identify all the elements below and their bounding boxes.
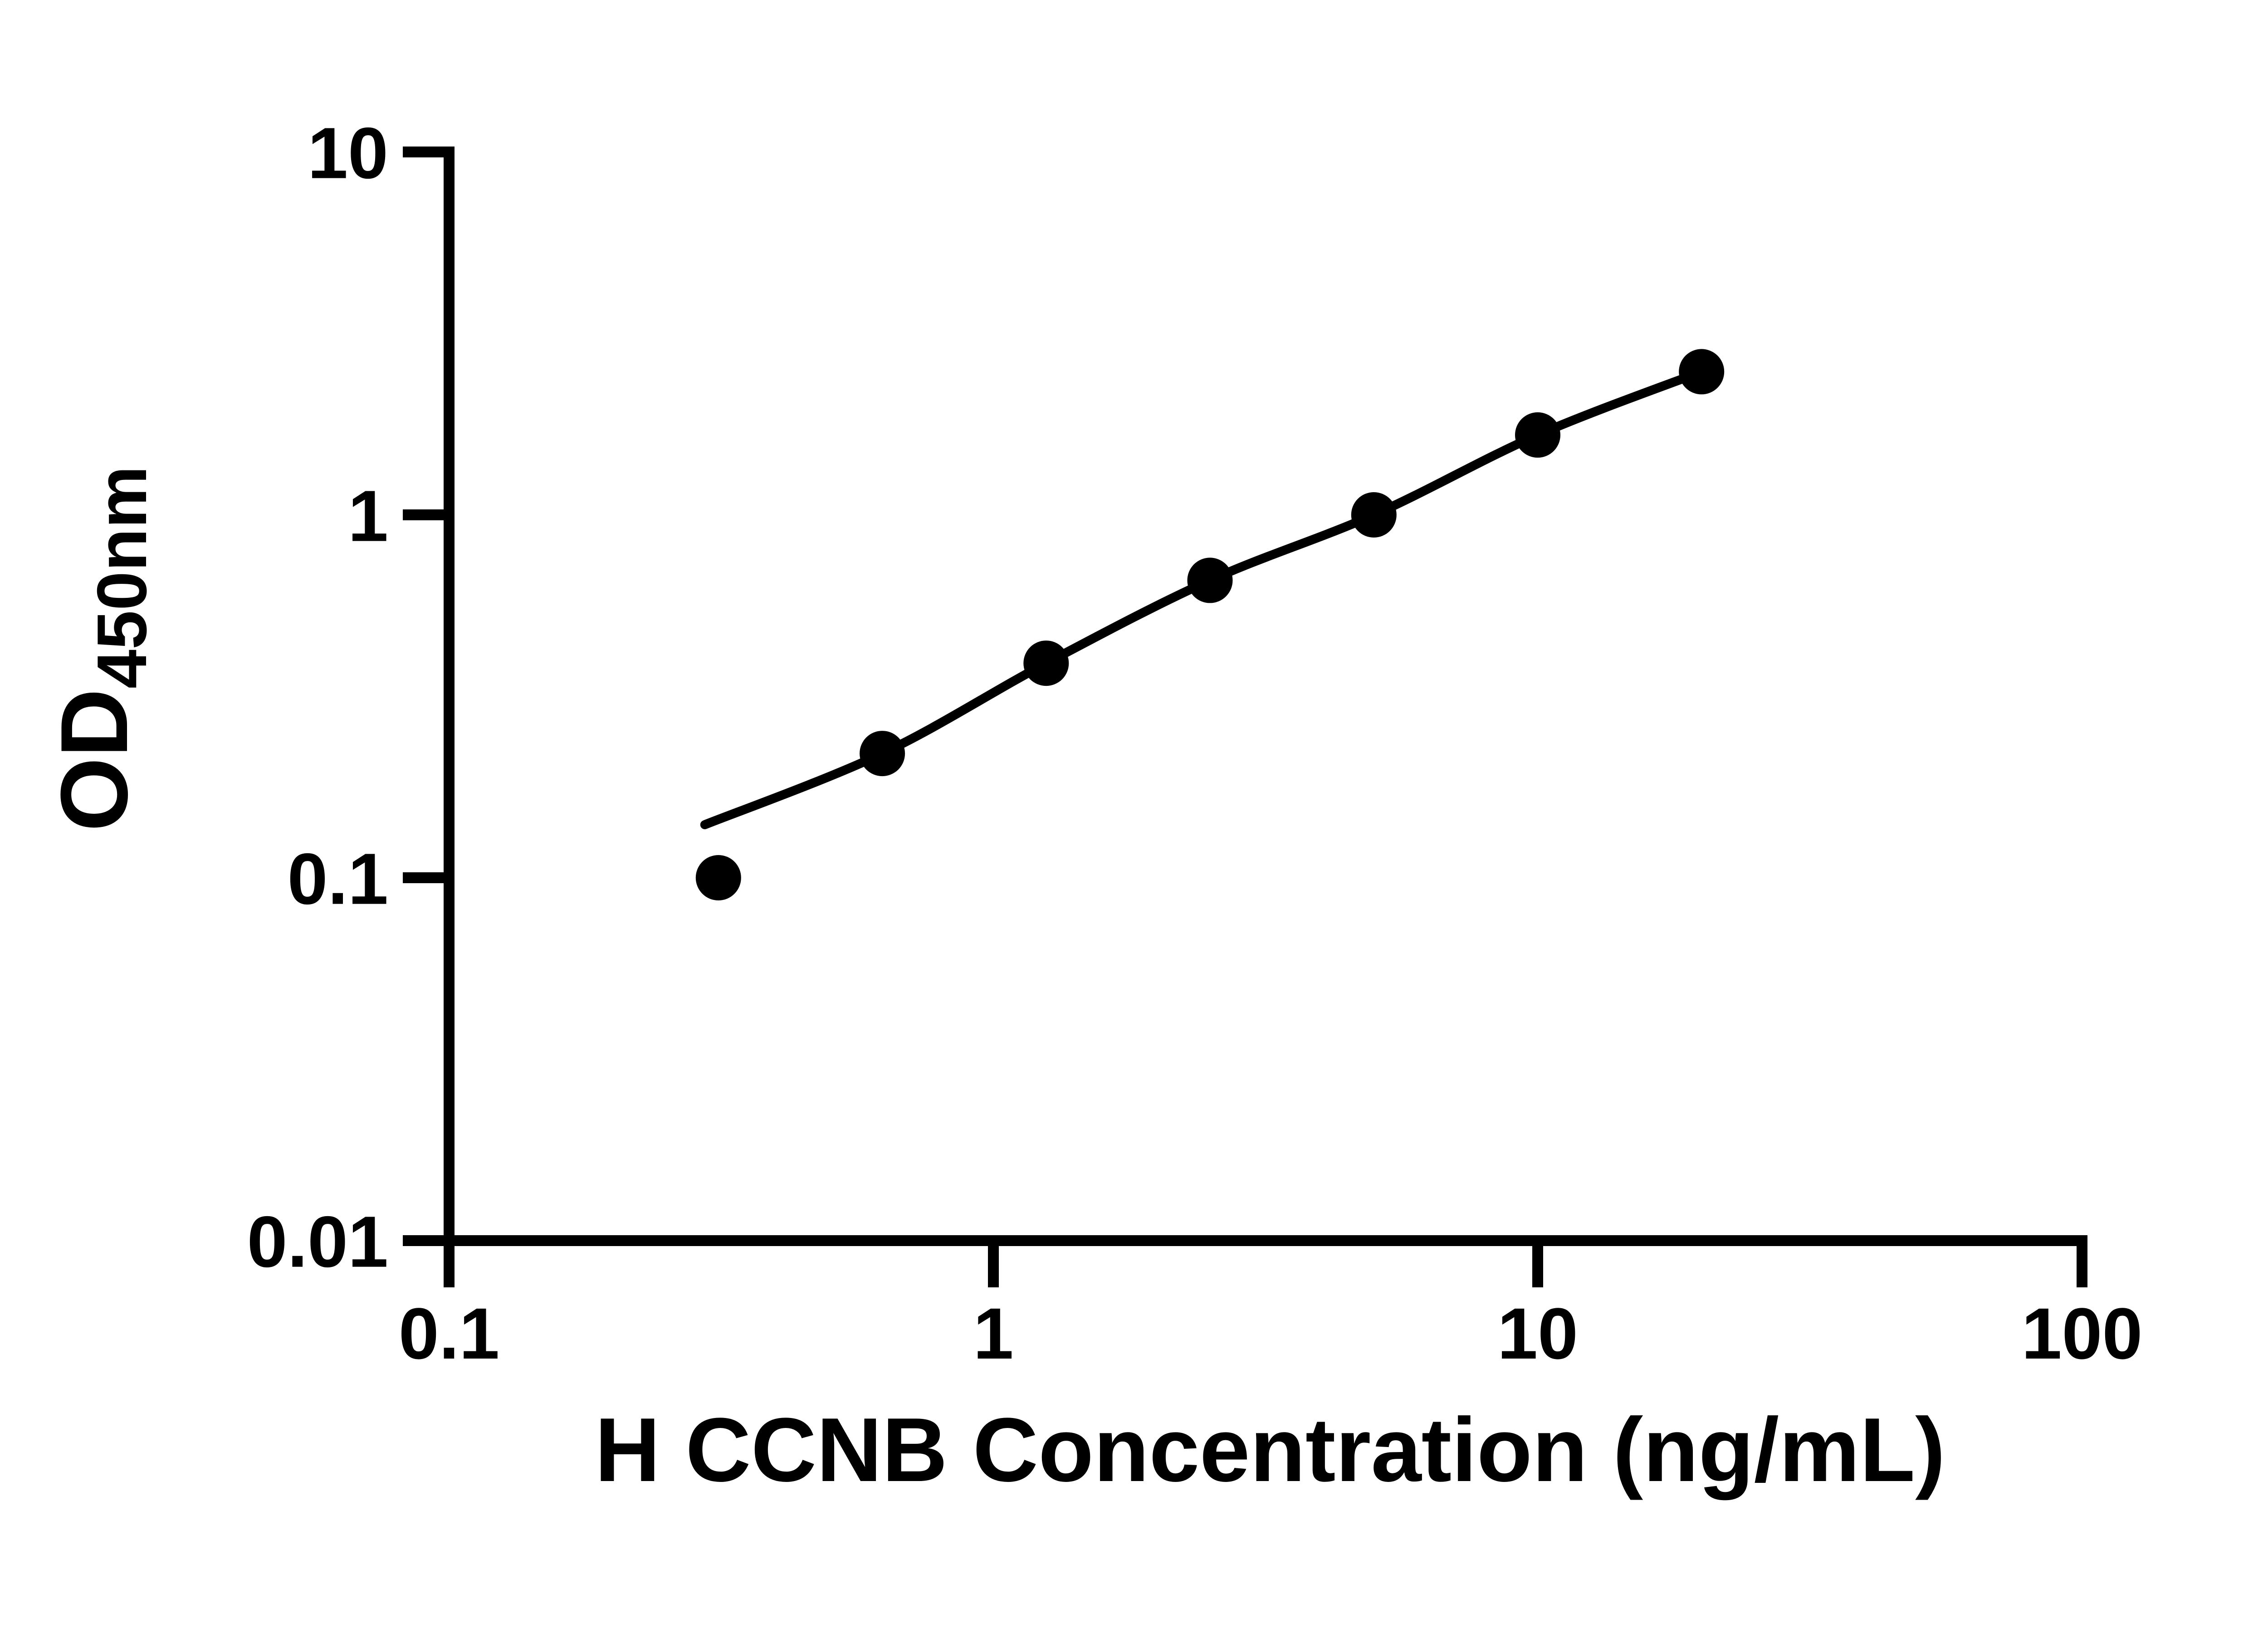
data-point-group <box>695 349 1725 900</box>
y-tick-marks <box>403 147 449 883</box>
y-tick-label-0.01: 0.01 <box>247 1201 388 1282</box>
axes <box>403 147 2087 1287</box>
y-tick-label-10: 10 <box>308 112 388 194</box>
y-tick-labels: 10 1 0.1 0.01 <box>247 112 388 1282</box>
data-point <box>1023 640 1069 686</box>
x-tick-label-10: 10 <box>1497 1293 1578 1374</box>
data-point <box>1187 557 1233 603</box>
x-axis-title: H CCNB Concentration (ng/mL) <box>595 1399 1945 1501</box>
x-tick-label-100: 100 <box>2022 1293 2143 1374</box>
y-tick-label-0.1: 0.1 <box>288 838 388 919</box>
data-point <box>1351 492 1397 538</box>
y-axis-title: OD450nm <box>41 466 161 831</box>
data-point <box>695 855 741 900</box>
y-axis-title-subscript: 450nm <box>83 466 161 689</box>
data-point <box>860 731 905 777</box>
data-point <box>1515 412 1560 458</box>
y-tick-label-1: 1 <box>348 475 388 557</box>
x-tick-label-0.1: 0.1 <box>399 1293 499 1374</box>
data-point <box>1679 349 1725 395</box>
x-tick-marks <box>988 1241 2087 1287</box>
x-tick-label-1: 1 <box>973 1293 1014 1374</box>
y-axis-title-main: OD <box>41 689 147 831</box>
x-tick-labels: 0.1 1 10 100 <box>399 1293 2143 1374</box>
